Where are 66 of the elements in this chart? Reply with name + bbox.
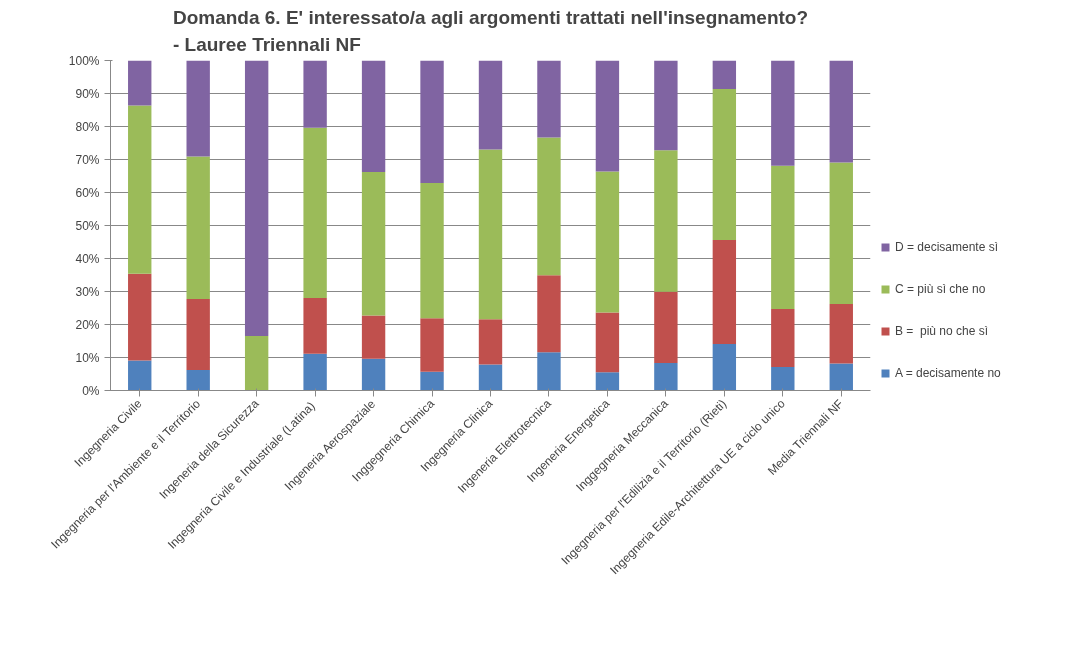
y-tick-label: 100% <box>68 53 100 68</box>
bar <box>771 308 795 368</box>
bar <box>361 60 386 173</box>
bar <box>712 88 737 241</box>
bar <box>829 304 853 364</box>
bar <box>186 60 210 157</box>
y-tick-label: 30% <box>75 284 100 299</box>
bar <box>654 150 678 292</box>
legend-label: C = più sì che no <box>895 282 986 296</box>
bar <box>420 182 444 319</box>
bar <box>537 275 561 353</box>
bar <box>771 60 795 166</box>
bar <box>654 291 678 364</box>
bar <box>420 60 444 183</box>
bar <box>595 312 620 373</box>
y-tick-label: 10% <box>75 350 100 365</box>
bar <box>420 318 444 372</box>
bar <box>303 127 327 299</box>
bar <box>186 370 210 391</box>
bar <box>128 105 152 274</box>
bar <box>829 363 853 391</box>
y-tick-label: 20% <box>75 317 100 332</box>
bar <box>537 352 561 391</box>
bar <box>361 358 386 391</box>
bar <box>186 156 210 300</box>
bar <box>478 60 503 150</box>
bar <box>654 363 678 391</box>
bar <box>537 137 561 276</box>
legend-label: A = decisamente no <box>895 366 1001 380</box>
y-tick-label: 80% <box>75 119 100 134</box>
bar <box>478 149 503 320</box>
bar <box>712 343 737 391</box>
legend-label: B = più no che sì <box>895 324 989 338</box>
bar <box>420 371 444 391</box>
bar <box>244 60 269 337</box>
bar <box>595 171 620 313</box>
legend-label: D = decisamente sì <box>895 240 999 254</box>
bar <box>303 298 327 354</box>
bar <box>537 60 561 138</box>
bar <box>771 165 795 309</box>
bar <box>478 364 503 391</box>
bar <box>478 319 503 365</box>
y-tick-label: 70% <box>75 152 100 167</box>
bar <box>361 172 386 316</box>
bar <box>303 353 327 391</box>
bar <box>829 162 853 305</box>
bar <box>829 60 853 163</box>
bar <box>303 60 327 128</box>
bar <box>128 273 152 361</box>
chart-title: Domanda 6. E' interessato/a agli argomenti trattati nell'insegnamento? - Lauree Triennali NF <box>172 7 809 56</box>
y-tick-label: 0% <box>82 383 100 398</box>
bar <box>128 360 152 391</box>
y-tick-label: 60% <box>75 185 100 200</box>
bar <box>595 372 620 391</box>
y-tick-label: 40% <box>75 251 100 266</box>
bar <box>654 60 678 151</box>
bar <box>244 336 269 391</box>
bar <box>712 60 737 89</box>
y-tick-label: 90% <box>75 86 100 101</box>
bar <box>712 240 737 344</box>
bar <box>361 315 386 359</box>
y-tick-label: 50% <box>75 218 100 233</box>
bar <box>771 367 795 391</box>
bar <box>128 60 152 106</box>
bar <box>595 60 620 172</box>
bar <box>186 299 210 371</box>
